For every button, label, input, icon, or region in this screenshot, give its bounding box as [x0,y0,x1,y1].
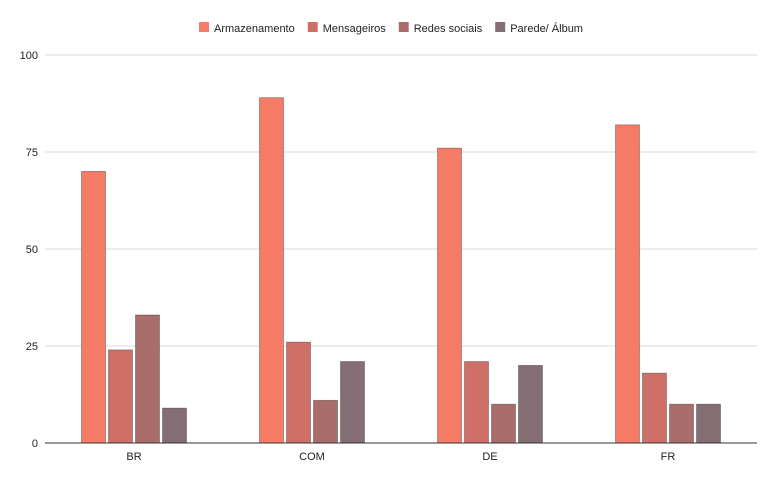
legend-label: Mensageiros [323,23,386,35]
y-tick-label: 25 [26,341,38,353]
x-axis-ticks: BR COM DE FR [126,451,675,463]
bar-de-1 [437,147,462,444]
bar-fr-4 [696,403,721,444]
gridlines [45,54,757,347]
bar-fr-3 [669,403,694,444]
bar-br-1 [81,170,106,444]
legend-item: Redes sociais [398,22,483,35]
legend-label: Parede/ Álbum [510,22,583,35]
y-tick-label: 100 [20,50,38,62]
x-tick-label: DE [482,451,497,463]
bar-com-2 [286,341,311,444]
legend-item: Parede/ Álbum [495,22,583,35]
legend: Armazenamento Mensageiros Redes sociais Par… [199,22,583,35]
x-tick-label: COM [299,451,325,463]
x-tick-label: BR [126,451,141,463]
legend-label: Armazenamento [214,23,295,35]
bar-com-3 [313,399,338,444]
legend-label: Redes sociais [414,23,483,35]
bar-com-1 [259,97,284,444]
bar-br-2 [108,349,133,444]
y-tick-label: 50 [26,244,38,256]
legend-swatch [398,22,409,32]
bar-com-4 [340,361,365,444]
bar-de-2 [464,361,489,444]
bar-de-3 [491,403,516,444]
bar-br-4 [162,407,187,444]
bar-fr-1 [615,124,640,444]
bar-de-4 [518,364,543,444]
y-tick-label: 0 [32,438,38,450]
y-axis-ticks: 0 25 50 75 100 [20,50,38,450]
legend-swatch [199,22,210,32]
x-tick-label: FR [661,451,676,463]
legend-item: Mensageiros [307,22,386,35]
y-tick-label: 75 [26,147,38,159]
legend-swatch [307,22,318,32]
legend-swatch [495,22,506,32]
bars [81,97,721,444]
bar-fr-2 [642,372,667,444]
legend-item: Armazenamento [199,22,295,35]
bar-br-3 [135,314,160,444]
